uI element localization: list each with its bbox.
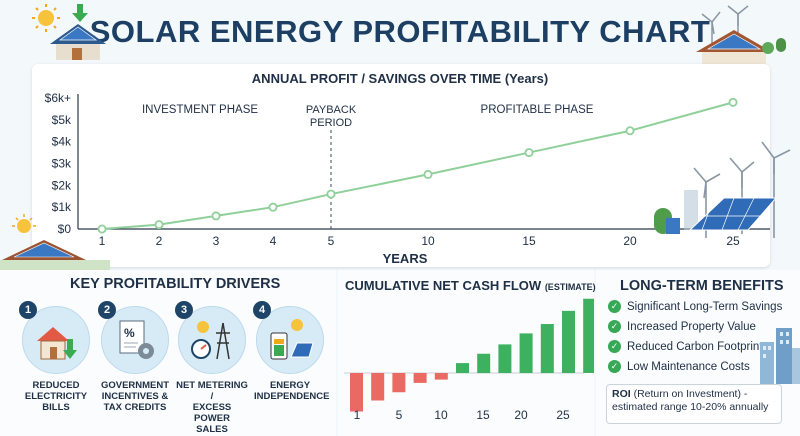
phase-label-profitable: PROFITABLE PHASE: [481, 104, 594, 116]
sun-icon: [32, 4, 60, 32]
driver-number: 2: [98, 301, 116, 319]
line-chart: ANNUAL PROFIT / SAVINGS OVER TIME (Years…: [45, 71, 770, 266]
series-line: [101, 101, 734, 230]
x-tick-label: 10: [421, 234, 435, 248]
battery-panel-icon: [270, 319, 314, 360]
bar-x-tick-label: 15: [476, 408, 490, 422]
driver-net-metering: 3 NET METERING / EXCESS POWER SALES: [175, 301, 248, 435]
data-point: [97, 224, 107, 234]
cashflow-bar: [434, 373, 448, 380]
phase-label-payback: PAYBACK: [306, 104, 357, 116]
x-tick-label: 3: [213, 234, 220, 248]
bar-x-tick-label: 1: [354, 408, 361, 422]
data-point: [154, 220, 164, 230]
bar-x-tick-label: 10: [434, 408, 448, 422]
cashflow-bar: [540, 324, 554, 373]
house-arrow-icon: [37, 327, 77, 360]
data-point: [524, 148, 534, 158]
cashflow-bar: [350, 373, 363, 412]
y-tick-label: $0: [58, 222, 72, 236]
check-icon: ✓: [608, 320, 621, 333]
cashflow-bar: [477, 353, 491, 373]
svg-text:%: %: [124, 326, 135, 340]
driver-number: 3: [175, 301, 193, 319]
y-tick-label: $2k: [52, 178, 72, 192]
driver-number: 1: [19, 301, 37, 319]
drivers-heading: KEY PROFITABILITY DRIVERS: [70, 276, 281, 292]
data-point: [728, 97, 738, 107]
check-icon: ✓: [608, 340, 621, 353]
check-icon: ✓: [608, 360, 621, 373]
cashflow-bar: [456, 363, 469, 373]
cashflow-bar-chart: 1 5 10 15 20 25: [344, 298, 594, 422]
phase-label-payback: PERIOD: [310, 117, 352, 129]
page-title: SOLAR ENERGY PROFITABILITY CHART: [89, 14, 711, 49]
x-tick-label: 4: [270, 234, 277, 248]
phase-label-investment: INVESTMENT PHASE: [142, 104, 258, 116]
chart-panel: [32, 64, 770, 267]
meter-tower-icon: [191, 321, 230, 360]
bar-x-tick-label: 25: [556, 408, 570, 422]
data-point: [211, 211, 221, 221]
cashflow-bar: [519, 333, 533, 373]
y-tick-label: $5k: [52, 113, 72, 127]
arrow-down-icon: [72, 4, 88, 22]
y-tick-label: $1k: [52, 200, 72, 214]
chart-title: ANNUAL PROFIT / SAVINGS OVER TIME (Years…: [252, 71, 548, 86]
cashflow-bar: [371, 373, 385, 401]
driver-energy-independence: 4 ENERGY INDEPENDENCE: [253, 301, 330, 402]
cashflow-bar: [583, 298, 594, 373]
benefit-item: ✓ Increased Property Value: [608, 320, 756, 333]
data-point: [326, 189, 336, 199]
x-tick-label: 20: [623, 234, 637, 248]
solar-house-icon: [32, 4, 106, 60]
cashflow-bar: [392, 373, 406, 393]
x-tick-label: 5: [328, 234, 335, 248]
wind-solar-icon: [654, 141, 791, 238]
driver-reduced-bills: 1 REDUCED ELECTRICITY BILLS: [19, 301, 92, 413]
x-axis-label: YEARS: [383, 251, 428, 266]
benefit-item: ✓ Low Maintenance Costs: [608, 360, 750, 373]
x-tick-label: 15: [522, 234, 536, 248]
city-icon: [760, 328, 800, 384]
bar-x-tick-label: 5: [396, 408, 403, 422]
y-tick-label: $6k+: [45, 91, 71, 105]
small-house-icon: [0, 214, 110, 270]
roi-note: ROI (Return on Investment) - estimated r…: [606, 384, 782, 424]
data-point: [268, 202, 278, 212]
y-tick-label: $4k: [52, 135, 72, 149]
data-point: [625, 126, 635, 136]
benefits-heading: LONG-TERM BENEFITS: [620, 278, 784, 294]
cashflow-heading: CUMULATIVE NET CASH FLOW (ESTIMATE): [345, 278, 596, 293]
x-tick-label: 1: [99, 234, 106, 248]
cashflow-bar: [562, 310, 575, 373]
driver-incentives: 2 % GOVERNMENT INCENTIVES & TAX CREDITS: [98, 301, 171, 413]
data-point: [423, 169, 433, 179]
x-tick-label: 2: [156, 234, 163, 248]
x-tick-label: 25: [726, 234, 740, 248]
driver-number: 4: [253, 301, 271, 319]
y-tick-label: $3k: [52, 157, 72, 171]
check-icon: ✓: [608, 300, 621, 313]
cashflow-bar: [498, 344, 512, 373]
benefit-item: ✓ Significant Long-Term Savings: [608, 300, 782, 313]
benefit-item: ✓ Reduced Carbon Footprint: [608, 340, 763, 353]
document-gear-icon: %: [119, 320, 154, 359]
bar-x-tick-label: 20: [514, 408, 528, 422]
cashflow-bar: [413, 373, 427, 383]
